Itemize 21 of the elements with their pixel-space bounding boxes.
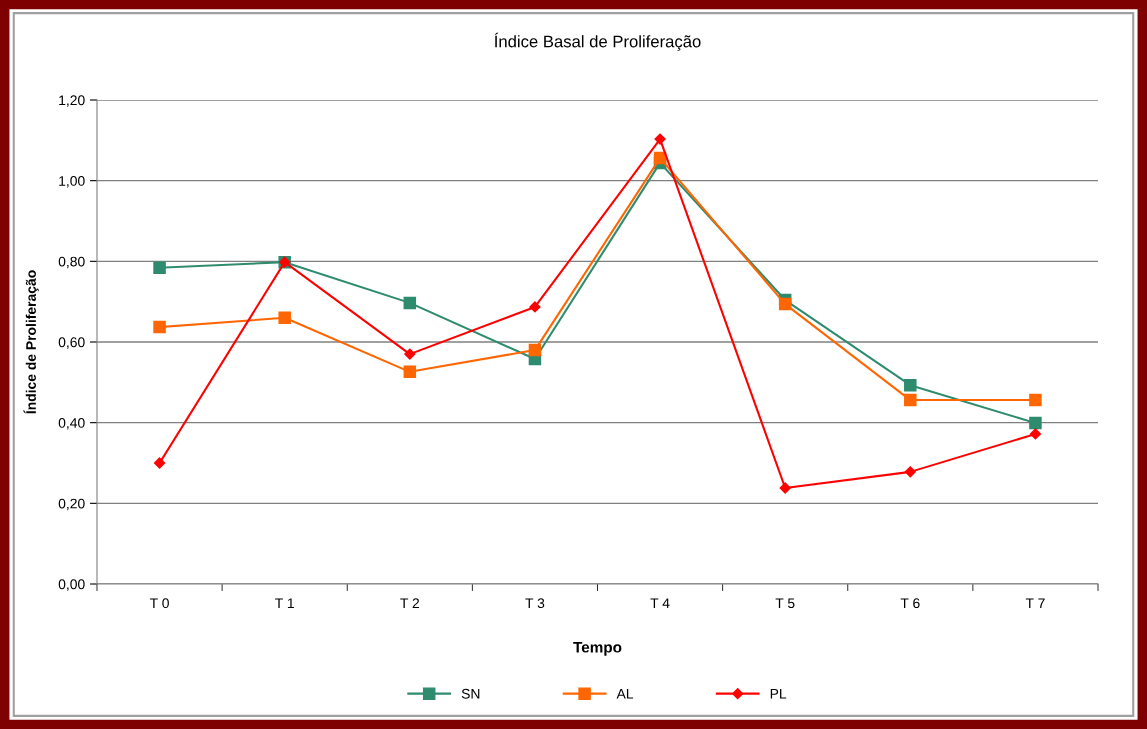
x-tick-label: T 1 bbox=[275, 598, 294, 608]
y-tick-label: 1,20 bbox=[59, 95, 85, 107]
legend-label: AL bbox=[616, 688, 634, 699]
y-tick-label: 0,20 bbox=[58, 498, 85, 511]
y-tick-label: 1,00 bbox=[59, 176, 85, 188]
x-axis-title: Tempo bbox=[573, 641, 622, 656]
y-tick-label: 0,00 bbox=[58, 579, 85, 591]
x-tick-label: T 3 bbox=[525, 598, 545, 609]
y-tick-label: 0,80 bbox=[58, 256, 85, 269]
legend-label: SN bbox=[461, 688, 480, 699]
x-tick-label: T 7 bbox=[1025, 598, 1045, 608]
y-axis-title: Índice de Proliferação bbox=[23, 270, 39, 414]
y-tick-label: 0,40 bbox=[58, 418, 85, 430]
x-tick-label: T 0 bbox=[149, 598, 169, 609]
y-tick-label: 0,60 bbox=[58, 337, 85, 349]
x-tick-label: T 2 bbox=[400, 598, 420, 608]
x-tick-label: T 6 bbox=[900, 598, 920, 609]
legend-label: PL bbox=[770, 688, 787, 699]
x-tick-label: T 4 bbox=[650, 598, 670, 608]
x-tick-label: T 5 bbox=[775, 598, 795, 609]
chart-title: Índice Basal de Proliferação bbox=[494, 32, 701, 51]
